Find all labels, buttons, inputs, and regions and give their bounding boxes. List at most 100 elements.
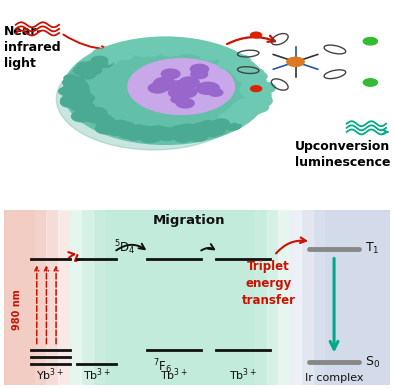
Circle shape (252, 90, 271, 100)
Circle shape (164, 41, 177, 48)
Circle shape (195, 127, 214, 137)
Circle shape (197, 122, 213, 130)
Circle shape (363, 79, 377, 86)
Circle shape (218, 119, 237, 129)
Circle shape (199, 121, 217, 130)
Circle shape (56, 48, 251, 150)
Circle shape (118, 129, 136, 138)
Bar (58, 210, 81, 385)
Circle shape (154, 38, 172, 47)
Circle shape (171, 81, 194, 93)
Circle shape (83, 66, 100, 75)
Circle shape (73, 98, 91, 108)
Circle shape (204, 52, 219, 60)
Circle shape (169, 81, 192, 93)
Circle shape (145, 47, 161, 56)
Circle shape (207, 121, 227, 131)
Circle shape (63, 37, 268, 144)
Circle shape (255, 82, 275, 93)
Circle shape (251, 32, 262, 38)
Circle shape (70, 93, 86, 102)
Circle shape (160, 46, 179, 56)
Circle shape (111, 44, 128, 53)
Text: T$_1$: T$_1$ (365, 241, 379, 256)
Circle shape (171, 96, 186, 103)
Bar (70, 210, 290, 385)
Circle shape (146, 135, 160, 142)
Circle shape (75, 109, 91, 118)
Circle shape (252, 99, 269, 108)
Circle shape (242, 82, 255, 89)
Text: $^5$D$_4$: $^5$D$_4$ (114, 238, 136, 258)
Circle shape (102, 46, 119, 55)
Circle shape (246, 96, 260, 103)
Circle shape (193, 123, 210, 132)
Circle shape (234, 65, 248, 72)
Circle shape (244, 68, 264, 79)
Circle shape (131, 44, 151, 54)
Circle shape (236, 99, 253, 108)
Circle shape (223, 56, 238, 64)
Circle shape (184, 41, 203, 50)
Circle shape (206, 50, 221, 57)
Circle shape (159, 44, 173, 52)
Circle shape (242, 89, 258, 98)
Circle shape (148, 83, 167, 93)
Circle shape (82, 69, 97, 77)
Circle shape (158, 130, 177, 140)
Circle shape (97, 51, 114, 60)
Circle shape (207, 47, 226, 57)
Circle shape (165, 40, 181, 49)
Circle shape (168, 44, 183, 51)
Text: Migration: Migration (153, 214, 225, 226)
Circle shape (125, 45, 139, 53)
Circle shape (229, 62, 245, 71)
Circle shape (247, 80, 265, 89)
Circle shape (172, 82, 187, 90)
Circle shape (243, 104, 256, 110)
Circle shape (251, 86, 262, 91)
Circle shape (170, 45, 186, 54)
Circle shape (105, 56, 119, 64)
Bar (266, 210, 313, 385)
Circle shape (61, 97, 80, 107)
Circle shape (65, 82, 85, 92)
Bar (278, 210, 301, 385)
Circle shape (78, 102, 95, 111)
Circle shape (228, 108, 245, 117)
Text: Yb$^{3+}$: Yb$^{3+}$ (36, 367, 64, 384)
Circle shape (148, 126, 167, 136)
Circle shape (230, 109, 246, 117)
Circle shape (243, 65, 259, 74)
Circle shape (219, 116, 236, 124)
Circle shape (127, 131, 143, 140)
Circle shape (179, 133, 191, 140)
Circle shape (254, 99, 268, 106)
Circle shape (71, 90, 87, 98)
Circle shape (108, 126, 125, 135)
Circle shape (256, 95, 271, 103)
Circle shape (141, 134, 157, 143)
Circle shape (200, 53, 215, 60)
Circle shape (171, 84, 193, 95)
Circle shape (64, 75, 77, 82)
Circle shape (143, 44, 158, 52)
Text: Tb$^{3+}$: Tb$^{3+}$ (160, 367, 188, 384)
Circle shape (71, 103, 84, 110)
Circle shape (237, 105, 256, 115)
Circle shape (253, 84, 267, 92)
Circle shape (208, 89, 223, 96)
Circle shape (104, 47, 123, 58)
Circle shape (62, 87, 78, 95)
Circle shape (143, 132, 162, 142)
Circle shape (249, 105, 262, 112)
Circle shape (93, 49, 110, 58)
Circle shape (190, 133, 203, 140)
Circle shape (231, 55, 250, 65)
Circle shape (226, 108, 244, 118)
Circle shape (97, 60, 112, 67)
Circle shape (240, 87, 256, 95)
Circle shape (65, 91, 80, 98)
Circle shape (138, 43, 158, 53)
Circle shape (166, 40, 184, 49)
